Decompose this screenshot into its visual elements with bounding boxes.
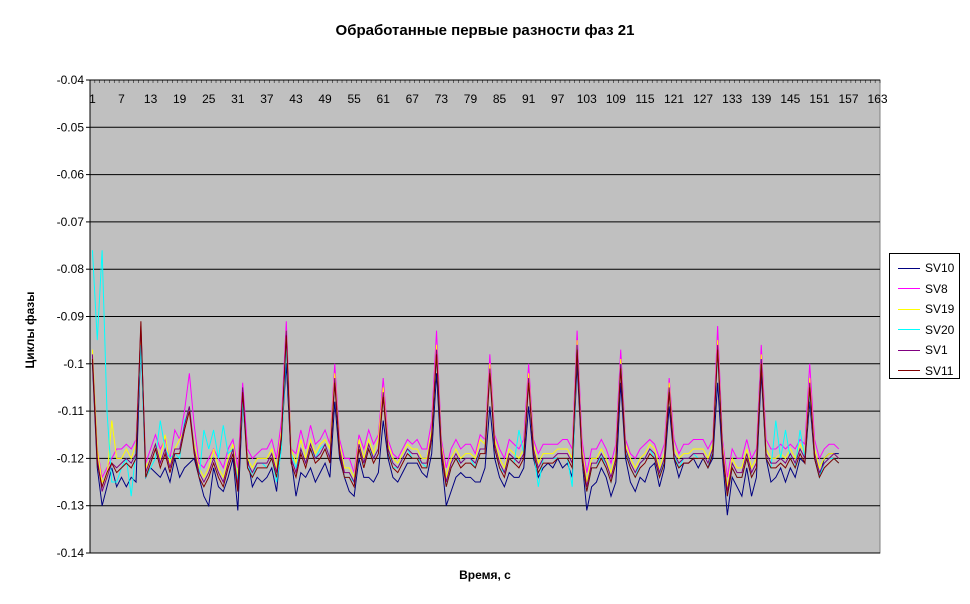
y-tick-label: -0.07 (57, 215, 85, 229)
x-tick-label: 31 (231, 92, 245, 106)
x-tick-label: 25 (202, 92, 216, 106)
legend-swatch (898, 349, 920, 351)
x-tick-label: 73 (435, 92, 449, 106)
gridlines (90, 79, 880, 554)
legend-swatch (898, 370, 920, 372)
x-tick-label: 19 (173, 92, 187, 106)
x-tick-label: 61 (377, 92, 391, 106)
x-tick-label: 67 (406, 92, 420, 106)
y-tick-label: -0.09 (57, 310, 85, 324)
x-tick-label: 157 (838, 92, 858, 106)
legend-item-sv1: SV1 (890, 340, 959, 361)
x-tick-label: 79 (464, 92, 478, 106)
x-tick-label: 145 (780, 92, 800, 106)
x-tick-label: 121 (664, 92, 684, 106)
series-lines (91, 250, 840, 516)
legend-label: SV11 (925, 363, 954, 378)
x-tick-label: 151 (809, 92, 829, 106)
legend-item-sv20: SV20 (890, 320, 959, 341)
x-tick-label: 1 (89, 92, 96, 106)
legend-item-sv19: SV19 (890, 299, 959, 320)
legend-label: SV10 (925, 261, 955, 276)
x-tick-label: 91 (522, 92, 536, 106)
legend-swatch (898, 267, 920, 269)
y-tick-label: -0.04 (57, 73, 85, 87)
legend-label: SV1 (925, 343, 948, 358)
legend-item-sv8: SV8 (890, 279, 959, 300)
legend-label: SV20 (925, 322, 955, 337)
y-tick-label: -0.05 (57, 120, 85, 134)
series-line-sv11 (91, 321, 840, 497)
legend-swatch (898, 329, 920, 331)
x-tick-label: 43 (289, 92, 303, 106)
x-tick-label: 163 (868, 92, 888, 106)
x-tick-label: 13 (144, 92, 158, 106)
x-tick-label: 97 (551, 92, 565, 106)
x-tick-label: 109 (606, 92, 626, 106)
x-tick-label: 7 (118, 92, 125, 106)
y-axis-ticks: -0.04 -0.05 -0.06 -0.07 -0.08 -0.09 -0.1 -0.11 -… (57, 73, 91, 560)
y-tick-label: -0.12 (57, 451, 85, 465)
x-tick-label: 85 (493, 92, 507, 106)
y-axis-label: Циклы фазы (23, 291, 37, 369)
y-tick-label: -0.13 (57, 499, 85, 513)
y-tick-label: -0.14 (57, 546, 85, 560)
y-tick-label: -0.11 (58, 404, 85, 418)
legend-label: SV19 (925, 302, 955, 317)
legend-swatch (898, 308, 920, 310)
x-axis-ticks: 1 7 13 19 25 31 37 43 49 55 61 67 73 79 85 91 97 103 109 11… (89, 80, 888, 106)
y-tick-label: -0.06 (57, 168, 85, 182)
legend: SV10 SV8 SV19 SV20 SV1 SV11 (889, 253, 960, 379)
legend-label: SV8 (925, 281, 948, 296)
x-tick-label: 37 (260, 92, 274, 106)
x-axis-label: Время, с (459, 568, 511, 582)
x-tick-label: 55 (347, 92, 361, 106)
y-tick-label: -0.1 (63, 357, 84, 371)
x-tick-label: 139 (751, 92, 771, 106)
x-tick-label: 115 (635, 92, 654, 106)
x-tick-label: 49 (318, 92, 332, 106)
x-tick-label: 133 (722, 92, 742, 106)
legend-swatch (898, 288, 920, 290)
legend-item-sv11: SV11 (890, 361, 959, 382)
x-tick-label: 103 (577, 92, 597, 106)
chart-title: Обработанные первые разности фаз 21 (335, 22, 635, 39)
x-tick-label: 127 (693, 92, 713, 106)
y-tick-label: -0.08 (57, 262, 85, 276)
series-line-sv10 (91, 340, 839, 516)
legend-item-sv10: SV10 (890, 258, 959, 279)
